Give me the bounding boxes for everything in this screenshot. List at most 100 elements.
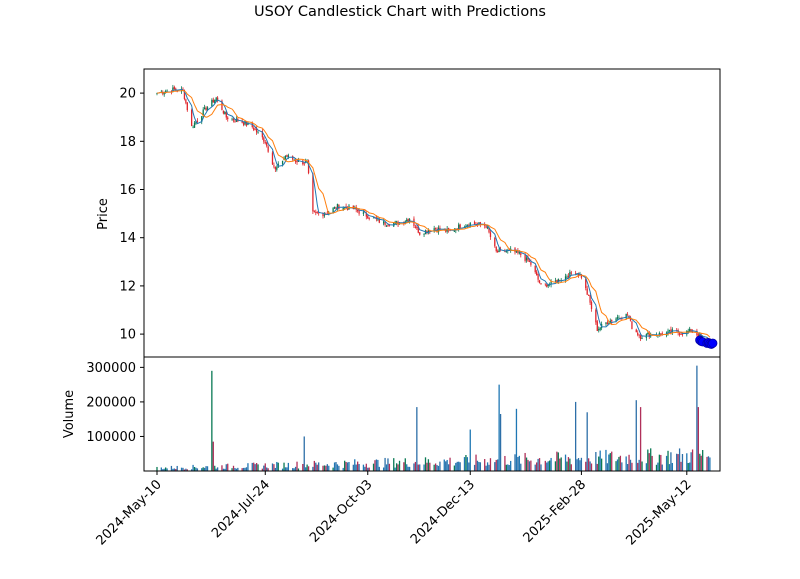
volume-bar bbox=[222, 468, 225, 471]
volume-bar bbox=[231, 468, 233, 471]
volume-bar bbox=[619, 455, 622, 471]
volume-bar bbox=[639, 407, 642, 471]
volume-bar bbox=[696, 365, 698, 471]
candle-body bbox=[615, 318, 617, 321]
candle-body bbox=[540, 283, 542, 284]
volume-bar bbox=[232, 465, 235, 471]
candle-body bbox=[518, 252, 520, 254]
candle-body bbox=[691, 331, 694, 332]
candle-body bbox=[458, 224, 460, 231]
volume-bar bbox=[665, 455, 668, 471]
candle-body bbox=[508, 249, 510, 251]
volume-bar bbox=[225, 464, 227, 471]
chart-title: USOY Candlestick Chart with Predictions bbox=[254, 4, 546, 20]
volume-bar bbox=[540, 464, 542, 471]
candle-body bbox=[315, 212, 317, 213]
volume-bar bbox=[235, 468, 238, 471]
candle-body bbox=[681, 333, 684, 335]
volume-bar bbox=[156, 466, 158, 471]
candle-body bbox=[266, 142, 268, 146]
candle-body bbox=[595, 309, 597, 323]
volume-bar bbox=[608, 454, 610, 471]
candle-body bbox=[312, 173, 314, 212]
volume-bar bbox=[677, 454, 679, 471]
candle-body bbox=[433, 228, 435, 232]
candle-body bbox=[267, 146, 269, 152]
volume-bar bbox=[424, 457, 427, 471]
volume-bar bbox=[362, 464, 365, 471]
volume-bar bbox=[384, 457, 386, 471]
x-tick-label: 2024-Dec-13 bbox=[408, 477, 478, 547]
volume-bar bbox=[281, 468, 284, 471]
x-tick-label: 2025-Feb-28 bbox=[521, 477, 590, 546]
volume-bar bbox=[323, 465, 326, 471]
volume-bar bbox=[494, 462, 496, 471]
volume-y-tick-label: 300000 bbox=[86, 361, 136, 376]
volume-bar bbox=[590, 463, 593, 471]
candle-body bbox=[227, 117, 229, 120]
volume-bar bbox=[202, 467, 204, 471]
volume-bar bbox=[190, 469, 193, 471]
volume-bar bbox=[489, 458, 492, 471]
volume-bar bbox=[488, 464, 490, 471]
candle-body bbox=[564, 276, 567, 281]
volume-bar bbox=[517, 456, 519, 471]
volume-bar bbox=[700, 455, 702, 471]
volume-bar bbox=[358, 464, 360, 471]
volume-bar bbox=[180, 467, 183, 471]
volume-bar bbox=[205, 466, 207, 471]
volume-bar bbox=[221, 465, 223, 471]
candle-body bbox=[447, 227, 450, 231]
volume-bar bbox=[479, 462, 482, 471]
candle-body bbox=[495, 246, 497, 252]
candle-body bbox=[173, 86, 175, 90]
volume-bar bbox=[224, 468, 226, 471]
volume-bar bbox=[621, 462, 623, 471]
volume-bar bbox=[650, 448, 652, 471]
volume-bar bbox=[625, 456, 627, 471]
candle-body bbox=[419, 232, 421, 235]
volume-bar bbox=[697, 407, 699, 471]
candle-body bbox=[388, 224, 391, 226]
volume-bar bbox=[504, 455, 506, 471]
volume-bar bbox=[680, 461, 682, 471]
candle-body bbox=[611, 319, 613, 322]
volume-bar bbox=[437, 465, 440, 471]
candle-body bbox=[629, 318, 632, 321]
volume-bar bbox=[546, 462, 548, 471]
candle-body bbox=[524, 254, 526, 261]
candle-body bbox=[241, 120, 243, 123]
volume-bar bbox=[355, 464, 357, 471]
volume-bar bbox=[611, 451, 613, 471]
volume-bar bbox=[465, 454, 467, 471]
volume-bar bbox=[364, 466, 366, 471]
volume-bar bbox=[419, 464, 421, 471]
volume-bar bbox=[312, 466, 314, 471]
prediction-point bbox=[708, 338, 718, 348]
moving-average-slow-line bbox=[156, 89, 711, 338]
candle-body bbox=[395, 221, 398, 223]
volume-bar bbox=[352, 464, 354, 471]
volume-bar bbox=[534, 464, 536, 471]
volume-bar bbox=[547, 461, 549, 471]
candle-body bbox=[456, 228, 458, 230]
volume-bar bbox=[408, 466, 411, 471]
candle-body bbox=[670, 329, 672, 333]
volume-bar bbox=[427, 459, 430, 471]
volume-bar bbox=[707, 456, 710, 471]
volume-bar bbox=[478, 461, 480, 471]
candle-body bbox=[638, 334, 640, 336]
volume-bar bbox=[333, 462, 336, 471]
volume-bar bbox=[648, 453, 650, 471]
candle-body bbox=[534, 265, 536, 273]
volume-bar bbox=[344, 460, 346, 471]
volume-bar bbox=[671, 462, 674, 471]
candle-body bbox=[528, 261, 531, 263]
candle-body bbox=[699, 334, 701, 337]
volume-bar bbox=[508, 465, 510, 471]
volume-bar bbox=[342, 467, 344, 471]
volume-bar bbox=[463, 457, 466, 471]
volume-bar bbox=[635, 400, 637, 471]
candle-body bbox=[221, 100, 223, 111]
candle-body bbox=[235, 118, 238, 122]
